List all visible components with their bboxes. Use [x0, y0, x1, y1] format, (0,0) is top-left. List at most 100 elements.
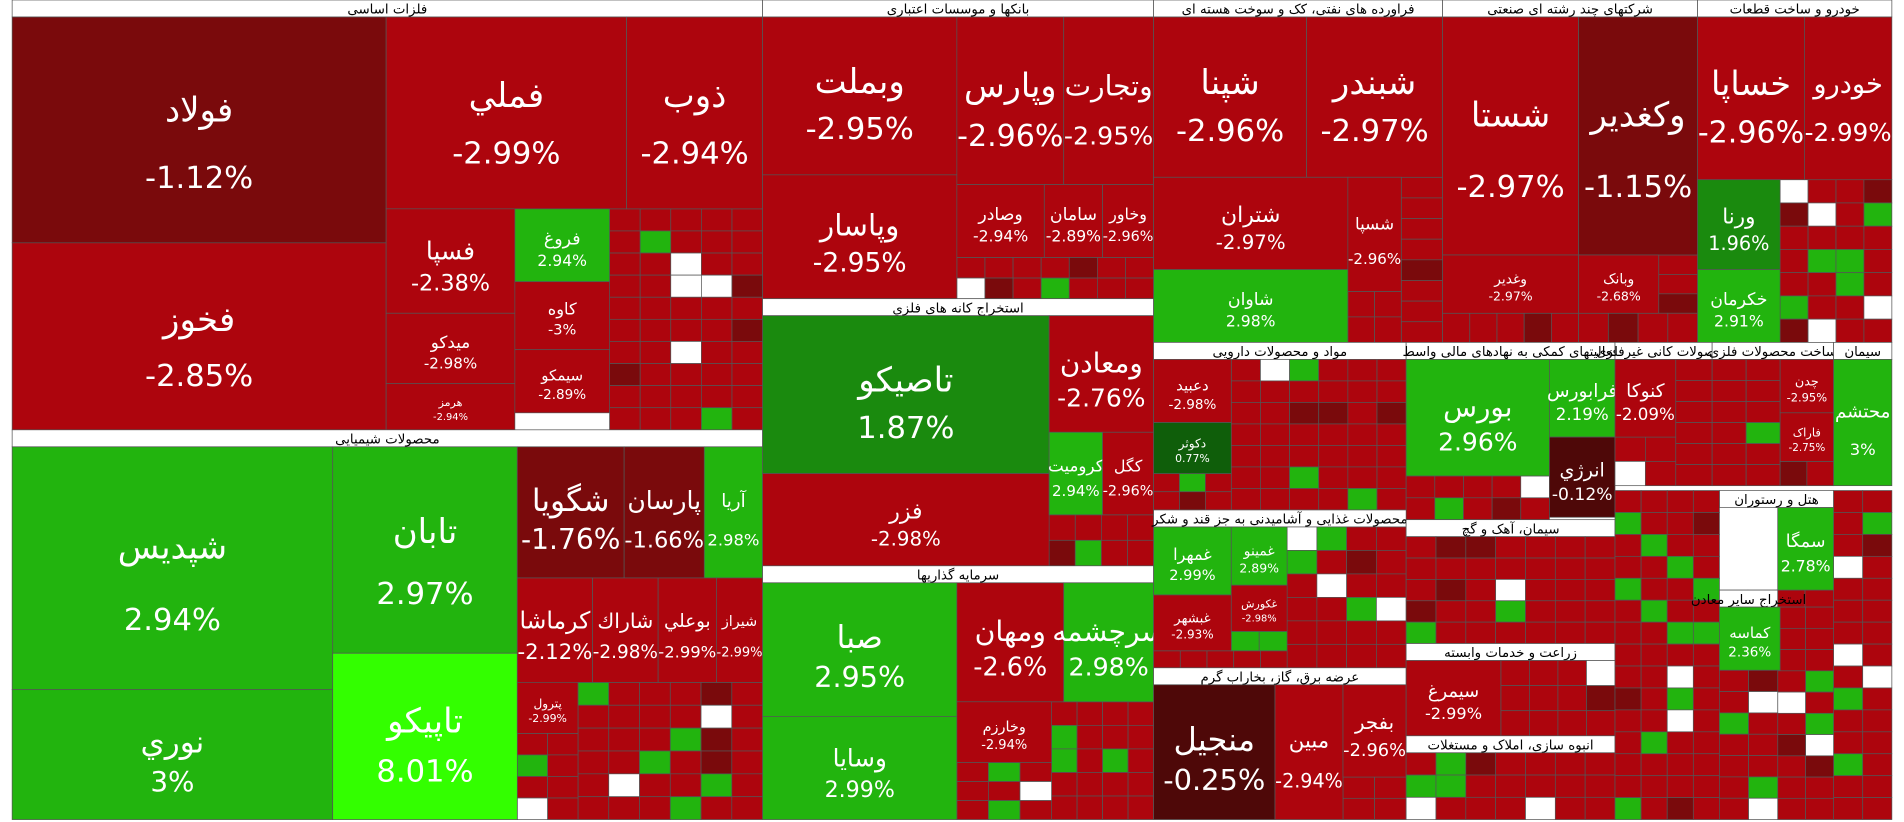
small-tile	[1862, 577, 1893, 601]
small-tile	[1554, 579, 1586, 602]
stock-tile	[956, 701, 1052, 763]
stock-tile	[1442, 16, 1579, 256]
small-tile	[1640, 555, 1668, 579]
small-tile	[1833, 599, 1864, 623]
small-tile	[1102, 772, 1129, 797]
small-tile	[1675, 443, 1713, 465]
small-tile	[516, 754, 549, 777]
small-tile	[1862, 665, 1893, 689]
small-tile	[1153, 650, 1181, 669]
small-tile	[1862, 797, 1893, 820]
stock-symbol: غبشهر	[1173, 611, 1210, 626]
small-tile	[639, 682, 671, 706]
sector-title: خودرو و ساخت قطعات	[1730, 3, 1860, 18]
small-tile	[1719, 755, 1749, 778]
small-tile	[1833, 621, 1864, 645]
small-tile	[1376, 488, 1407, 511]
stock-tile	[385, 383, 516, 431]
stock-change: -2.75%	[1788, 442, 1825, 454]
small-tile	[1051, 748, 1078, 773]
small-tile	[701, 208, 733, 232]
small-tile	[639, 750, 671, 775]
stock-tile	[1153, 684, 1276, 820]
stock-tile	[1779, 412, 1834, 462]
small-tile	[1495, 579, 1526, 602]
stock-symbol: دعبيد	[1176, 376, 1209, 394]
stock-tile	[516, 577, 593, 683]
small-tile	[639, 704, 671, 729]
small-tile	[1435, 536, 1467, 559]
stock-tile	[1153, 359, 1232, 423]
small-tile	[1230, 380, 1261, 403]
small-tile	[1777, 712, 1807, 735]
stock-tile	[1578, 254, 1660, 314]
small-tile	[1692, 753, 1720, 777]
small-tile	[1692, 643, 1720, 667]
small-tile	[731, 773, 763, 798]
small-tile	[1405, 774, 1437, 798]
small-tile	[1644, 461, 1677, 487]
small-tile	[731, 341, 763, 364]
small-tile	[731, 727, 763, 752]
small-tile	[1400, 238, 1443, 261]
small-tile	[1640, 577, 1668, 601]
small-tile	[1779, 318, 1809, 343]
small-tile	[988, 781, 1021, 801]
small-tile	[1347, 488, 1378, 511]
stock-tile	[762, 16, 958, 176]
small-tile	[731, 208, 763, 232]
small-tile	[731, 274, 763, 298]
small-tile	[1529, 710, 1559, 737]
small-tile	[731, 385, 763, 409]
small-tile	[1675, 422, 1713, 444]
small-tile	[1405, 557, 1437, 580]
small-tile	[1863, 318, 1893, 343]
small-tile	[577, 704, 610, 729]
stock-change: 2.98%	[1226, 313, 1276, 331]
small-tile	[700, 704, 733, 729]
small-tile	[609, 363, 641, 386]
stock-symbol: فاراک	[1793, 426, 1821, 441]
small-tile	[1260, 402, 1290, 425]
small-tile	[731, 363, 763, 386]
stock-symbol: شاوان	[1228, 290, 1274, 310]
small-tile	[1614, 577, 1642, 601]
small-tile	[1777, 649, 1807, 672]
small-tile	[1835, 295, 1865, 320]
small-tile	[1666, 709, 1694, 733]
small-tile	[1640, 687, 1668, 711]
stock-change: -2.85%	[145, 359, 253, 394]
small-tile	[1833, 665, 1864, 689]
stock-symbol: سمگا	[1786, 531, 1826, 552]
sector-title: محصولات غذایی و آشامیدنی به جز قند و شکر	[1151, 511, 1408, 528]
small-tile	[1805, 776, 1834, 799]
stock-change: 2.94%	[1052, 482, 1100, 500]
stock-tile	[1230, 526, 1288, 586]
stock-symbol: شتران	[1221, 203, 1280, 228]
stock-change: 8.01%	[376, 754, 473, 789]
stock-symbol: پترول	[533, 696, 561, 711]
small-tile	[670, 385, 702, 409]
stock-symbol: غمهرا	[1173, 545, 1212, 565]
small-tile	[1435, 579, 1467, 602]
stock-symbol: هرمز	[438, 396, 463, 409]
small-tile	[547, 797, 579, 820]
stock-change: 2.99%	[825, 777, 895, 803]
small-tile	[1805, 691, 1834, 714]
small-tile	[1316, 620, 1348, 645]
small-tile	[669, 773, 702, 798]
stock-tile	[1274, 684, 1344, 820]
small-tile	[1666, 534, 1694, 557]
stock-change: 3%	[1850, 440, 1876, 459]
small-tile	[1289, 380, 1320, 403]
small-tile	[1230, 445, 1261, 468]
stock-change: 2.94%	[124, 603, 221, 638]
small-tile	[1376, 620, 1407, 645]
small-tile	[1666, 643, 1694, 667]
stock-change: -2.95%	[806, 112, 914, 147]
stock-symbol: مبین	[1289, 728, 1329, 753]
small-tile	[1286, 526, 1318, 551]
small-tile	[1465, 796, 1497, 820]
small-tile	[1666, 512, 1694, 535]
small-tile	[1405, 796, 1437, 820]
